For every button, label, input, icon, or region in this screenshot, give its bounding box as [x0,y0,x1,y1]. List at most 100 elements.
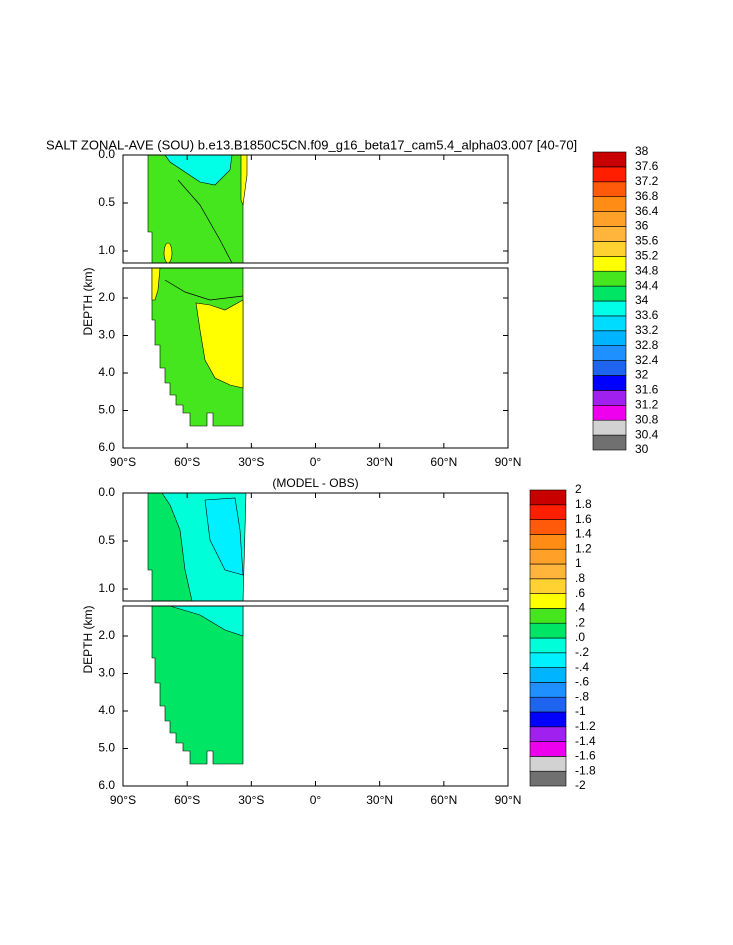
colorbar-box [592,404,627,421]
x-tick-label: 0° [310,793,322,807]
chart-subtitle: (MODEL - OBS) [272,476,358,490]
y-tick-label: 3.0 [98,328,115,342]
colorbar-label: 30.4 [635,427,659,441]
colorbar-label: 1 [575,556,582,570]
colorbar-box [529,741,567,757]
colorbar-label: -2 [575,778,586,792]
x-tick-label: 90°S [110,793,136,807]
colorbar-label: -1.2 [575,719,596,733]
colorbar-label: 38 [635,144,649,158]
colorbar-label: 34.8 [635,263,659,277]
y-tick-label: 4.0 [98,365,115,379]
x-tick-label: 60°S [174,455,200,469]
colorbar-label: 34.4 [635,278,659,292]
x-tick-label: 30°S [238,455,264,469]
colorbar-box [592,196,627,212]
colorbar-box [529,519,567,535]
colorbar-box [529,489,567,506]
region [151,605,244,765]
colorbar-box [592,375,627,391]
colorbar-box [592,315,627,332]
colorbar-label: 31.6 [635,383,659,397]
colorbar-label: .0 [575,630,585,644]
colorbar-label: -.2 [575,645,589,659]
colorbar-box [592,285,627,302]
colorbar-box [592,330,627,346]
colorbar-label: 36.8 [635,189,659,203]
colorbar-box [529,563,567,580]
x-tick-label: 90°N [495,455,522,469]
colorbar-box [529,652,567,668]
colorbar-box [529,548,567,565]
x-tick-label: 30°S [238,793,264,807]
colorbar-box [529,667,567,683]
x-tick-label: 60°S [174,793,200,807]
region [195,299,244,389]
colorbar-box [529,696,567,713]
x-tick-label: 60°N [430,455,457,469]
colorbar-box [592,255,627,272]
colorbar-label: -1.6 [575,749,596,763]
colorbar-box [529,756,567,772]
colorbar-box [592,166,627,183]
colorbar-label: .6 [575,586,585,600]
colorbar-box [592,390,627,406]
colorbar-box [592,345,627,361]
colorbar-box [592,211,627,227]
colorbar-label: -.6 [575,675,589,689]
contour-fill [147,154,248,427]
x-tick-label: 60°N [430,793,457,807]
colorbar-box [529,504,567,520]
colorbar-box [592,434,627,451]
colorbar-label: 30.8 [635,412,659,426]
region [151,267,244,427]
y-axis-label: DEPTH (km) [81,606,95,674]
colorbar-label: 35.6 [635,234,659,248]
chart-title: SALT ZONAL-AVE (SOU) b.e13.B1850C5CN.f09… [46,137,577,152]
y-tick-label: 4.0 [98,703,115,717]
colorbar-label: .2 [575,615,585,629]
x-tick-label: 90°N [495,793,522,807]
colorbar-label: 1.2 [575,541,592,555]
colorbar-label: 36.4 [635,204,659,218]
y-tick-label: 0.5 [98,533,115,547]
y-axis-label: DEPTH (km) [81,268,95,336]
colorbar-label: 36 [635,219,649,233]
y-tick-label: 6.0 [98,778,115,792]
y-tick-label: 5.0 [98,403,115,417]
x-tick-label: 30°N [366,793,393,807]
colorbar-label: .4 [575,601,585,615]
colorbar-label: 35.2 [635,248,659,262]
x-tick-label: 30°N [366,455,393,469]
colorbar-box [529,682,567,698]
y-tick-label: 5.0 [98,741,115,755]
colorbar-label: 30 [635,442,649,456]
colorbar-label: 1.4 [575,527,592,541]
y-tick-label: 3.0 [98,666,115,680]
y-tick-label: 2.0 [98,290,115,304]
region [204,497,244,576]
y-tick-label: 0.0 [98,485,115,499]
colorbar-box [529,608,567,624]
colorbar-label: 32.4 [635,353,659,367]
region [163,242,173,264]
colorbar-box [592,360,627,376]
colorbar-box [529,622,567,639]
colorbar-box [592,419,627,436]
colorbar-label: 37.6 [635,159,659,173]
y-tick-label: 1.0 [98,243,115,257]
colorbar-label: -.8 [575,689,589,703]
region [240,154,248,207]
x-tick-label: 0° [310,455,322,469]
y-tick-label: 2.0 [98,628,115,642]
colorbar-box [529,578,567,594]
colorbar-label: 32 [635,368,649,382]
x-tick-label: 90°S [110,455,136,469]
region [164,154,233,186]
colorbar-label: 32.8 [635,338,659,352]
colorbar-box [592,270,627,287]
colorbar-box [529,770,567,787]
colorbar-label: -.4 [575,660,589,674]
